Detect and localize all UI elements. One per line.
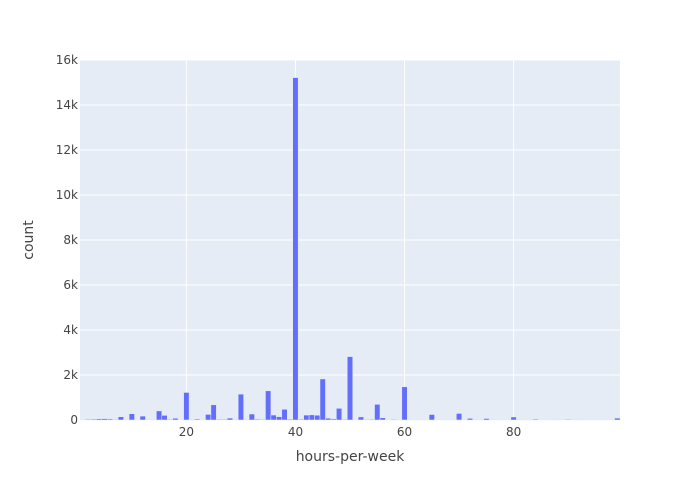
bar bbox=[172, 418, 179, 421]
bar bbox=[248, 413, 255, 421]
bar bbox=[368, 419, 375, 421]
bar bbox=[139, 415, 146, 421]
bar bbox=[167, 419, 173, 421]
bar bbox=[216, 419, 223, 421]
bar bbox=[467, 418, 473, 421]
bar bbox=[210, 404, 217, 421]
bar bbox=[314, 414, 321, 421]
y-tick-label: 14k bbox=[56, 98, 78, 112]
bar bbox=[330, 418, 337, 421]
bar bbox=[357, 416, 364, 421]
y-axis-title: count bbox=[21, 220, 37, 260]
bar bbox=[183, 392, 190, 421]
bar bbox=[205, 414, 212, 421]
bar bbox=[532, 418, 539, 421]
bar bbox=[237, 393, 244, 421]
bar bbox=[390, 419, 397, 421]
x-tick-label: 20 bbox=[179, 425, 194, 439]
bar bbox=[287, 418, 293, 421]
bar bbox=[374, 404, 381, 421]
x-tick-label: 60 bbox=[397, 425, 412, 439]
y-tick-label: 10k bbox=[56, 188, 78, 202]
bar bbox=[319, 378, 326, 421]
bar bbox=[510, 416, 517, 421]
bar bbox=[428, 414, 435, 421]
bar bbox=[614, 417, 621, 421]
y-tick-label: 0 bbox=[70, 413, 78, 427]
y-tick-label: 2k bbox=[63, 368, 78, 382]
bar bbox=[254, 418, 261, 421]
x-tick-labels: 20 40 60 80 bbox=[179, 425, 522, 439]
bar bbox=[308, 414, 315, 421]
x-axis-title: hours-per-week bbox=[296, 449, 406, 465]
bar bbox=[194, 418, 201, 421]
bar bbox=[292, 77, 299, 421]
bar bbox=[90, 418, 97, 421]
bar bbox=[259, 419, 266, 421]
bar bbox=[456, 413, 463, 421]
bar bbox=[270, 414, 277, 421]
bar bbox=[336, 408, 343, 421]
bar bbox=[379, 417, 386, 421]
bar bbox=[347, 356, 353, 421]
y-tick-label: 16k bbox=[56, 53, 78, 67]
x-tick-label: 80 bbox=[506, 425, 521, 439]
bars bbox=[79, 77, 621, 421]
y-tick-label: 4k bbox=[63, 323, 78, 337]
bar bbox=[188, 419, 195, 421]
bar bbox=[565, 419, 572, 421]
y-tick-label: 6k bbox=[63, 278, 78, 292]
bar bbox=[276, 416, 283, 421]
bar bbox=[117, 416, 124, 421]
bar bbox=[227, 417, 233, 421]
y-tick-label: 12k bbox=[56, 143, 78, 157]
bar bbox=[265, 390, 272, 421]
bar bbox=[161, 415, 168, 421]
y-tick-labels: 0 2k 4k 6k 8k 10k 12k 14k 16k bbox=[56, 53, 78, 427]
bar bbox=[112, 419, 119, 421]
bar bbox=[281, 409, 288, 421]
bar bbox=[483, 418, 490, 421]
x-tick-label: 40 bbox=[288, 425, 303, 439]
bar bbox=[96, 418, 103, 421]
bar bbox=[401, 386, 408, 421]
bar bbox=[297, 418, 304, 421]
bar bbox=[412, 419, 419, 421]
bar bbox=[325, 417, 332, 421]
bar bbox=[363, 419, 370, 421]
y-tick-label: 8k bbox=[63, 233, 78, 247]
bar bbox=[101, 418, 108, 421]
bar bbox=[145, 419, 152, 421]
bar bbox=[303, 414, 310, 421]
bar bbox=[221, 419, 228, 421]
bar bbox=[156, 410, 163, 421]
bar bbox=[341, 419, 348, 421]
bar bbox=[107, 418, 113, 421]
bar bbox=[85, 419, 92, 421]
bar bbox=[128, 413, 135, 421]
